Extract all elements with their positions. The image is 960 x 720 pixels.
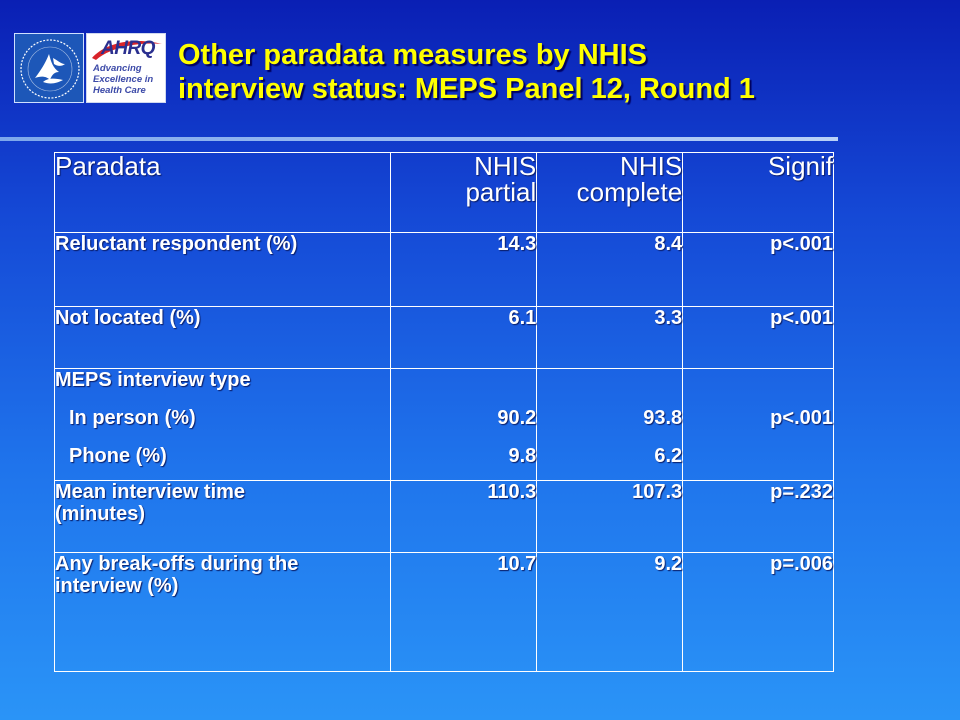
ahrq-tagline: Advancing Excellence in Health Care	[93, 63, 163, 96]
cell-complete: 93.8 6.2	[536, 368, 684, 481]
slide-title: Other paradata measures by NHIS intervie…	[178, 38, 948, 106]
slide-title-line-2: interview status: MEPS Panel 12, Round 1	[178, 73, 755, 105]
cell-complete: 8.4	[536, 232, 684, 307]
cell-signif: p<.001	[682, 306, 834, 369]
cell-partial-phone: 9.8	[508, 445, 537, 467]
cell-partial: 14.3	[390, 232, 538, 307]
row-label-reluctant: Reluctant respondent (%)	[53, 232, 392, 307]
row-label-not-located: Not located (%)	[53, 306, 392, 369]
logo-group: AHRQ Advancing Excellence in Health Care	[14, 33, 166, 103]
title-divider	[0, 137, 838, 141]
ahrq-tagline-line: Health Care	[93, 85, 146, 96]
cell-partial: 10.7	[390, 552, 538, 672]
header-paradata: Paradata	[53, 152, 392, 233]
table-header-row: Paradata NHIS partial NHIS complete Sign…	[53, 151, 834, 233]
ahrq-tagline-line: Advancing	[93, 63, 142, 74]
header-nhis-complete-line1: NHIS	[620, 151, 683, 181]
row-label-mean-time-line2: (minutes)	[55, 503, 145, 525]
row-label-mean-time-line1: Mean interview time	[55, 481, 246, 503]
row-label-in-person: In person (%)	[69, 407, 196, 429]
cell-signif: p=.232	[682, 480, 834, 553]
header-nhis-partial-line1: NHIS	[474, 151, 537, 181]
hhs-eagle-icon	[20, 39, 80, 99]
ahrq-mark: AHRQ	[101, 38, 155, 59]
table-row: MEPS interview type In person (%) Phone …	[53, 368, 834, 481]
cell-signif: p<.001	[682, 368, 834, 481]
row-label-break-offs: Any break-offs during the interview (%)	[53, 552, 392, 672]
row-label-interview-type: MEPS interview type In person (%) Phone …	[53, 368, 392, 481]
row-label-mean-time: Mean interview time (minutes)	[53, 480, 392, 553]
table-row: Reluctant respondent (%) 14.3 8.4 p<.001	[53, 232, 834, 307]
ahrq-logo: AHRQ Advancing Excellence in Health Care	[86, 33, 166, 103]
cell-signif-interview-type: p<.001	[770, 407, 833, 429]
header-nhis-partial-line2: partial	[465, 177, 537, 207]
cell-complete-phone: 6.2	[654, 445, 683, 467]
cell-complete: 3.3	[536, 306, 684, 369]
ahrq-tagline-line: Excellence in	[93, 74, 154, 85]
cell-complete: 107.3	[536, 480, 684, 553]
row-label-break-offs-line1: Any break-offs during the	[55, 553, 299, 575]
cell-signif: p<.001	[682, 232, 834, 307]
table-row: Mean interview time (minutes) 110.3 107.…	[53, 480, 834, 553]
cell-partial-in-person: 90.2	[497, 407, 537, 429]
row-label-interview-type-heading: MEPS interview type	[55, 369, 251, 391]
cell-complete-in-person: 93.8	[643, 407, 683, 429]
cell-signif: p=.006	[682, 552, 834, 672]
cell-partial: 90.2 9.8	[390, 368, 538, 481]
row-label-break-offs-line2: interview (%)	[55, 575, 179, 597]
paradata-table: Paradata NHIS partial NHIS complete Sign…	[53, 151, 834, 672]
hhs-seal-logo	[14, 33, 84, 103]
cell-partial: 110.3	[390, 480, 538, 553]
slide-title-line-1: Other paradata measures by NHIS	[178, 39, 648, 71]
header-signif: Signif	[682, 152, 834, 233]
table-row: Not located (%) 6.1 3.3 p<.001	[53, 306, 834, 369]
row-label-phone: Phone (%)	[69, 445, 167, 467]
table-row: Any break-offs during the interview (%) …	[53, 552, 834, 672]
ahrq-swoosh-icon	[92, 40, 162, 60]
cell-complete: 9.2	[536, 552, 684, 672]
header-nhis-partial: NHIS partial	[390, 151, 538, 233]
header-nhis-complete-line2: complete	[576, 177, 683, 207]
cell-partial: 6.1	[390, 306, 538, 369]
header-nhis-complete: NHIS complete	[536, 151, 684, 233]
